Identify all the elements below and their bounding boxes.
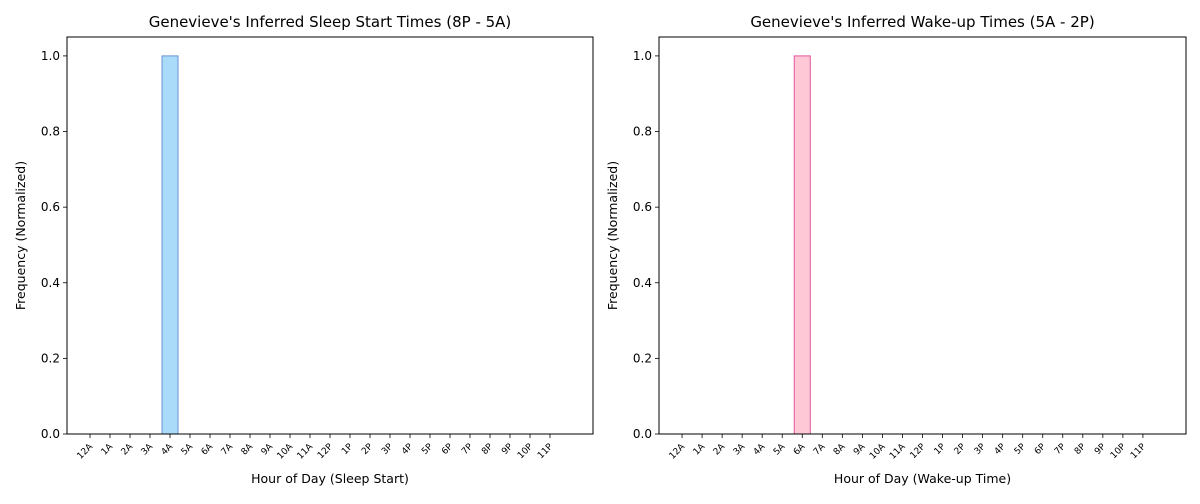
x-tick-label: 12A: [668, 441, 688, 461]
y-axis-label: Frequency (Normalized): [605, 161, 620, 310]
y-tick-label: 0.0: [41, 427, 60, 441]
x-tick-label: 7P: [460, 442, 475, 457]
x-tick-label: 10P: [1109, 442, 1128, 461]
x-axis-label: Hour of Day (Wake-up Time): [834, 471, 1011, 486]
x-tick-label: 1P: [933, 442, 948, 457]
chart-title: Genevieve's Inferred Wake-up Times (5A -…: [750, 13, 1094, 31]
y-tick-label: 0.0: [633, 427, 652, 441]
y-tick-label: 0.4: [41, 276, 60, 290]
x-tick-label: 8A: [832, 441, 848, 457]
x-tick-label: 6A: [200, 441, 216, 457]
x-tick-label: 2P: [953, 442, 968, 457]
x-tick-label: 6A: [792, 441, 808, 457]
y-tick-label: 0.4: [633, 276, 652, 290]
chart-panel-1: Genevieve's Inferred Sleep Start Times (…: [13, 13, 594, 486]
x-tick-label: 4P: [993, 442, 1008, 457]
x-tick-label: 7A: [812, 441, 828, 457]
x-tick-label: 3A: [732, 441, 748, 457]
axes-frame: [66, 36, 594, 435]
x-tick-label: 8A: [240, 441, 256, 457]
y-tick-label: 1.0: [633, 49, 652, 63]
y-tick-label: 0.6: [41, 200, 60, 214]
y-tick-label: 1.0: [41, 49, 60, 63]
x-tick-label: 9P: [500, 442, 515, 457]
x-tick-label: 1P: [340, 442, 355, 457]
x-tick-label: 9A: [852, 441, 868, 457]
y-tick-label: 0.2: [633, 351, 652, 365]
x-tick-label: 3A: [140, 441, 156, 457]
x-tick-label: 5A: [772, 441, 788, 457]
x-tick-label: 6P: [1033, 442, 1048, 457]
y-tick-label: 0.8: [41, 125, 60, 139]
x-tick-label: 4A: [752, 441, 768, 457]
x-tick-label: 11P: [1129, 442, 1148, 461]
x-tick-label: 8P: [1073, 442, 1088, 457]
x-tick-label: 2A: [712, 441, 728, 457]
bar-4A: [161, 55, 179, 435]
y-tick-label: 0.8: [633, 125, 652, 139]
x-tick-label: 5P: [1013, 442, 1028, 457]
x-tick-label: 9P: [1093, 442, 1108, 457]
chart-title: Genevieve's Inferred Sleep Start Times (…: [149, 13, 512, 31]
x-tick-label: 5A: [180, 441, 196, 457]
x-tick-label: 2A: [120, 441, 136, 457]
x-tick-label: 6P: [440, 442, 455, 457]
x-tick-label: 9A: [260, 441, 276, 457]
axes-frame: [658, 36, 1187, 435]
x-tick-label: 5P: [420, 442, 435, 457]
x-tick-label: 10A: [868, 441, 888, 461]
x-tick-label: 1A: [100, 441, 116, 457]
x-tick-label: 8P: [480, 442, 495, 457]
x-tick-label: 12A: [76, 441, 96, 461]
x-tick-label: 2P: [360, 442, 375, 457]
x-tick-label: 3P: [380, 442, 395, 457]
y-tick-label: 0.6: [633, 200, 652, 214]
y-axis-label: Frequency (Normalized): [13, 161, 28, 310]
x-tick-label: 11A: [296, 441, 316, 461]
x-tick-label: 12P: [316, 442, 335, 461]
y-tick-label: 0.2: [41, 351, 60, 365]
x-tick-label: 3P: [973, 442, 988, 457]
x-tick-label: 1A: [692, 441, 708, 457]
x-tick-label: 7P: [1053, 442, 1068, 457]
x-tick-label: 10P: [516, 442, 535, 461]
x-tick-label: 11P: [536, 442, 555, 461]
x-axis-label: Hour of Day (Sleep Start): [251, 471, 409, 486]
chart-panel-2: Genevieve's Inferred Wake-up Times (5A -…: [605, 13, 1187, 486]
bar-6A: [793, 55, 811, 435]
x-tick-label: 4A: [160, 441, 176, 457]
x-tick-label: 10A: [276, 441, 296, 461]
x-tick-label: 12P: [909, 442, 928, 461]
x-tick-label: 4P: [400, 442, 415, 457]
x-tick-label: 7A: [220, 441, 236, 457]
x-tick-label: 11A: [888, 441, 908, 461]
